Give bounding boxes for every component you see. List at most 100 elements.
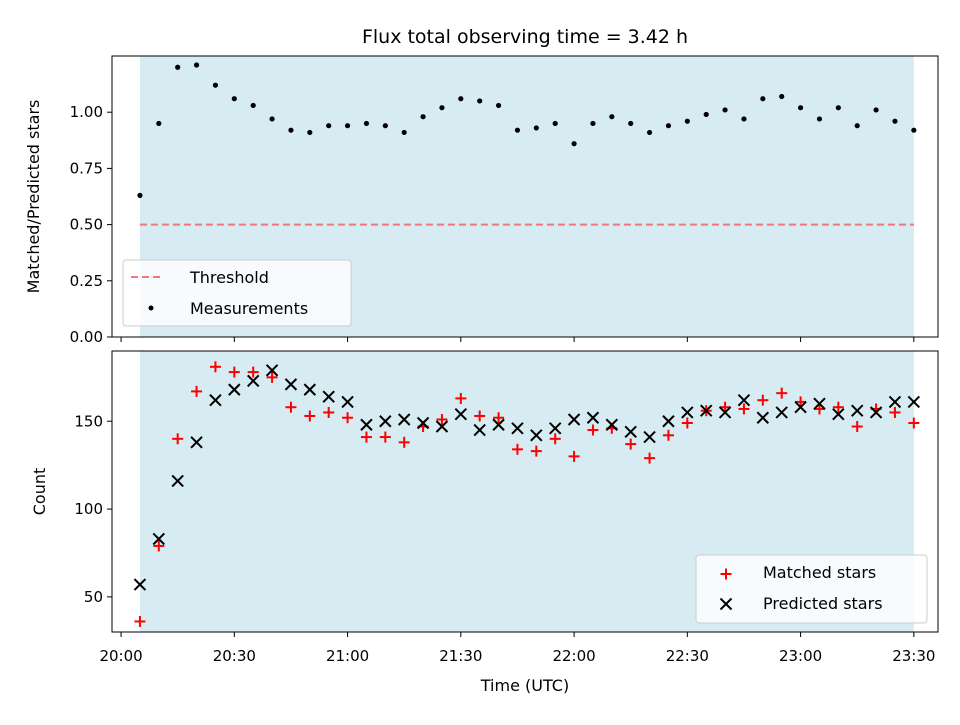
measurement-point [250,102,256,109]
measurement-point [911,127,917,133]
bottom-y-tick-label: 150 [74,412,103,430]
matched-stars-series [134,361,920,627]
top-legend-box [122,259,352,327]
measurement-point [552,120,558,127]
bottom-x-tick-label: 22:30 [666,647,709,665]
legend-matched-swatch [720,568,732,580]
matched-stars-point [795,396,807,408]
predicted-stars-point [397,413,411,426]
measurement-point [156,120,162,127]
x-axis-label: Time (UTC) [480,676,569,695]
predicted-stars-point [851,404,864,417]
predicted-stars-point [888,395,902,409]
measurement-series [137,62,917,198]
bottom-plot-frame [111,350,939,633]
measurement-point [609,114,615,120]
measurement-point [288,127,294,133]
predicted-stars-point [643,430,656,444]
bottom-x-tick-label: 23:00 [779,647,822,665]
legend-predicted-swatch [719,597,733,611]
predicted-stars-point [624,425,637,438]
predicted-stars-point [718,406,732,419]
predicted-stars-point [341,395,354,409]
measurement-point [326,123,332,129]
predicted-stars-point [303,383,317,396]
matched-stars-point [889,406,901,418]
matched-stars-point [662,429,674,441]
legend-predicted-marker [719,597,733,611]
predicted-stars-point [681,406,694,419]
matched-stars-point [644,452,656,464]
measurement-point [760,96,766,102]
bottom-y-axis-label: Count [30,468,49,516]
matched-stars-point [587,424,599,436]
top-panel: 0.00 0.25 0.50 0.75 1.00 Matched/Predicted s… [24,55,939,346]
matched-stars-point [304,410,316,422]
bottom-legend-box [695,554,928,624]
measurement-point [269,116,275,122]
predicted-stars-point [907,395,921,409]
predicted-stars-series [133,364,921,591]
predicted-stars-point [171,474,184,488]
measurement-point [175,64,181,70]
top-plot-frame [111,55,939,338]
top-y-axis-label: Matched/Predicted stars [24,100,43,294]
measurement-point [307,129,313,136]
measurement-point [344,123,351,129]
bottom-x-tick-label: 20:30 [213,647,256,665]
matched-stars-point [191,385,203,397]
top-y-tick-label: 0.75 [70,159,103,177]
matched-stars-point [285,401,297,413]
matched-stars-point [436,413,448,425]
matched-stars-point [474,410,486,422]
measurement-point [495,102,502,109]
predicted-stars-point [473,423,486,437]
measurement-point [137,192,143,198]
predicted-stars-point [605,418,619,431]
predicted-stars-point [190,436,203,449]
measurement-point [665,123,672,129]
measurement-point [420,114,426,120]
measurement-point [439,105,445,111]
matched-stars-point [247,366,259,378]
measurement-point [873,107,879,113]
measurement-point [382,123,388,129]
legend-matched-marker [720,568,732,580]
measurement-point [722,107,728,113]
top-y-axis-ticks: 0.00 0.25 0.50 0.75 1.00 [70,103,112,346]
matched-stars-point [323,406,335,418]
matched-stars-point [511,443,523,455]
matched-stars-point [681,417,693,429]
measurement-point [854,123,860,129]
matched-stars-point [209,361,221,373]
matched-stars-point [530,445,542,457]
measurement-point [892,118,898,124]
matched-stars-point [360,431,372,443]
top-y-tick-label: 0.25 [70,272,103,290]
measurement-point [628,120,634,127]
predicted-stars-point [416,416,430,430]
matched-stars-point [776,387,788,399]
predicted-stars-point [265,364,279,377]
predicted-stars-point [548,422,562,435]
predicted-stars-point [360,418,373,431]
measurement-point [571,141,577,147]
matched-stars-point [493,412,505,424]
predicted-stars-point [228,383,241,396]
legend-measurements-label: Measurements [190,299,308,318]
matched-stars-point [813,403,825,415]
predicted-stars-point [133,578,147,591]
predicted-stars-point [775,406,788,419]
measurement-point [779,93,785,100]
matched-stars-point [153,540,165,552]
predicted-stars-point [530,429,543,442]
bottom-x-tick-label: 21:00 [326,647,369,665]
matched-stars-point [832,401,844,413]
top-y-tick-label: 1.00 [70,103,103,121]
measurement-point [684,118,690,124]
bottom-legend: Matched stars Predicted stars [695,554,928,624]
matched-stars-point [719,401,731,413]
chart-title: Flux total observing time = 3.42 h [362,26,688,48]
measurement-point [797,105,804,111]
